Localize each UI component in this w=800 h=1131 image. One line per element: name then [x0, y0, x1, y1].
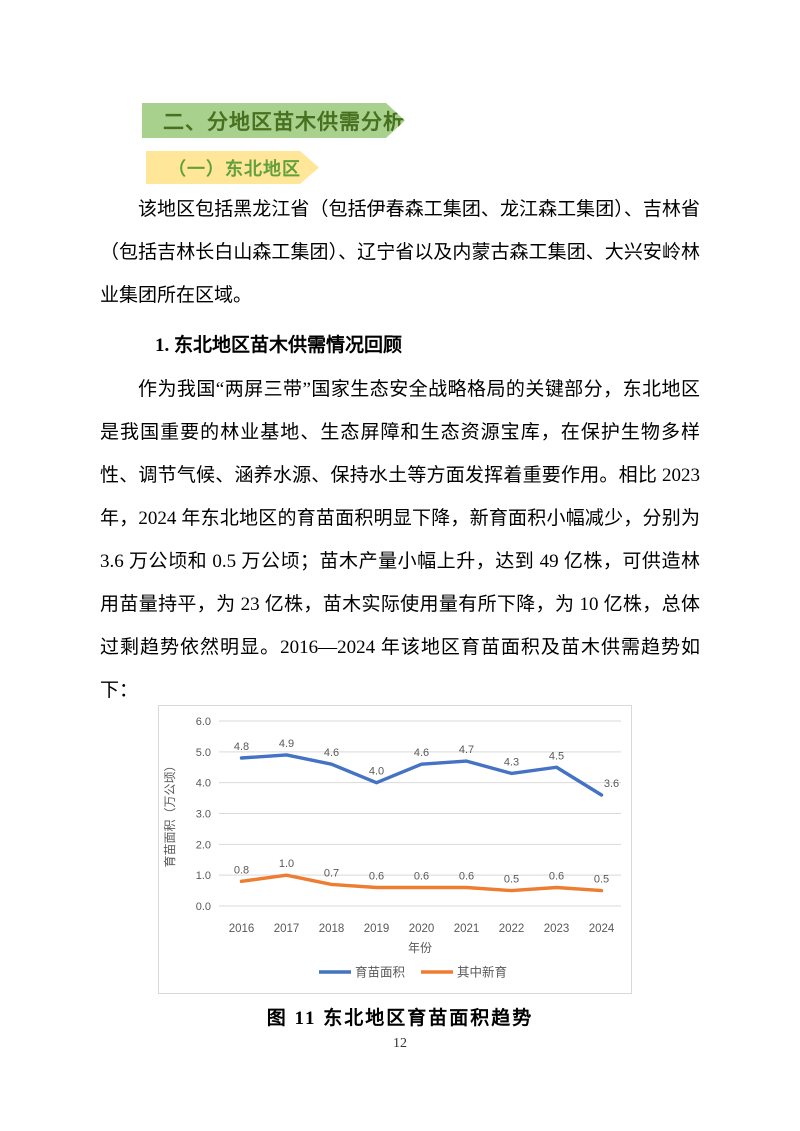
- data-label: 0.5: [594, 874, 609, 886]
- data-label: 0.7: [324, 867, 339, 879]
- chart-svg: 0.0 1.0 2.0 3.0 4.0 5.0 6.0 育苗面积（万公顷） 2016 2017 20…: [162, 716, 621, 980]
- x-axis-title: 年份: [408, 941, 432, 955]
- data-label: 0.6: [549, 871, 564, 883]
- x-tick-label: 2021: [454, 923, 480, 935]
- data-label: 0.8: [234, 864, 249, 876]
- data-label: 3.6: [604, 778, 619, 790]
- data-label: 4.6: [414, 747, 429, 759]
- data-label: 4.5: [549, 750, 564, 762]
- y-tick-label: 0.0: [196, 901, 211, 913]
- x-tick-label: 2020: [409, 923, 435, 935]
- figure-caption: 图 11 东北地区育苗面积趋势: [266, 1008, 534, 1029]
- data-label: 0.6: [414, 871, 429, 883]
- page-number: 12: [393, 1036, 407, 1051]
- y-tick-label: 5.0: [196, 747, 211, 759]
- y-tick-label: 1.0: [196, 870, 211, 882]
- data-label: 4.8: [234, 741, 249, 753]
- y-tick-label: 2.0: [196, 839, 211, 851]
- y-axis-title: 育苗面积（万公顷）: [162, 759, 177, 867]
- subsection-heading-banner: （一）东北地区: [146, 151, 319, 184]
- series-line-0: [239, 753, 604, 797]
- data-label: 1.0: [279, 858, 294, 870]
- x-tick-label: 2024: [589, 923, 615, 935]
- x-tick-label: 2023: [544, 923, 570, 935]
- section-heading: 二、分地区苗木供需分析: [163, 110, 405, 134]
- x-tick-label: 2022: [499, 923, 525, 935]
- x-tick-label: 2019: [364, 923, 390, 935]
- data-label: 4.0: [369, 766, 384, 778]
- data-label: 0.6: [369, 871, 384, 883]
- legend-label-0: 育苗面积: [355, 965, 405, 980]
- x-tick-label: 2017: [274, 923, 300, 935]
- numbered-heading: 1. 东北地区苗木供需情况回顾: [155, 335, 403, 356]
- body-paragraph-region: 该地区包括黑龙江省（包括伊春森工集团、龙江森工集团）、吉林省（包括吉林长白山森工…: [100, 199, 700, 306]
- y-tick-label: 4.0: [196, 778, 211, 790]
- data-label: 4.7: [459, 744, 474, 756]
- figure-line-chart: 0.0 1.0 2.0 3.0 4.0 5.0 6.0 育苗面积（万公顷） 2016 2017 20…: [158, 705, 632, 994]
- subsection-heading: （一）东北地区: [168, 158, 301, 179]
- section-heading-banner: 二、分地区苗木供需分析: [142, 103, 405, 138]
- data-label: 0.5: [504, 874, 519, 886]
- y-tick-label: 3.0: [196, 809, 211, 821]
- x-tick-label: 2016: [229, 923, 255, 935]
- data-label: 4.6: [324, 747, 339, 759]
- series-line-1: [239, 873, 604, 893]
- x-tick-label: 2018: [319, 923, 345, 935]
- data-label: 4.9: [279, 738, 294, 750]
- y-tick-label: 6.0: [196, 716, 211, 728]
- legend-label-1: 其中新育: [457, 965, 507, 980]
- body-paragraph-review: 作为我国“两屏三带”国家生态安全战略格局的关键部分，东北地区是我国重要的林业基地…: [100, 379, 700, 701]
- data-label: 0.6: [459, 871, 474, 883]
- data-label: 4.3: [504, 756, 519, 768]
